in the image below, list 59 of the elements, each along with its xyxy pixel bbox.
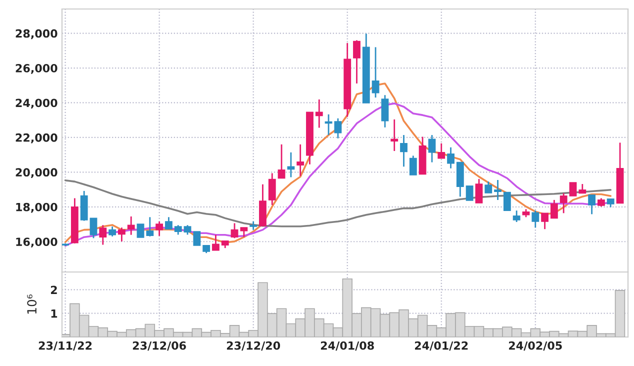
candlestick (578, 183, 586, 194)
candlestick (541, 212, 549, 230)
candlestick (99, 224, 107, 246)
candlestick (390, 118, 398, 152)
y-tick-label: 1 (51, 309, 58, 318)
candlestick (560, 192, 568, 214)
candlestick (174, 224, 182, 236)
candlestick (193, 231, 201, 246)
candlestick (230, 222, 238, 239)
candlestick (212, 234, 220, 251)
candlestick (447, 146, 454, 170)
y-tick-label: 2 (50, 286, 57, 294)
candlestick (550, 199, 558, 219)
candlestick (484, 180, 492, 194)
candlestick (475, 178, 483, 204)
candlestick (287, 152, 295, 178)
candlestick (512, 210, 520, 223)
candlestick (466, 185, 474, 201)
candlestick (108, 226, 116, 238)
candlestick (588, 194, 596, 215)
candlestick (353, 40, 360, 84)
candlestick (90, 217, 98, 239)
y-tick-label: 20,000 (16, 168, 58, 178)
candlestick (146, 216, 154, 238)
candlestick (532, 210, 540, 228)
y-axis-title: 10⁶ (27, 294, 37, 314)
x-tick-label: 23/11/22 (38, 341, 92, 351)
x-tick-label: 23/12/20 (226, 341, 280, 351)
x-tick-label: 24/02/05 (509, 341, 562, 351)
candlestick (381, 94, 389, 128)
line-series (64, 179, 612, 228)
y-tick-label: 24,000 (16, 98, 58, 109)
y-tick-label: 18,000 (16, 202, 58, 213)
x-tick-label: 23/12/06 (132, 341, 186, 351)
candlestick (400, 134, 408, 168)
candlestick (268, 172, 276, 206)
x-tick-label: 24/01/22 (414, 341, 468, 351)
candlestick (127, 216, 135, 236)
candlestick (118, 226, 126, 242)
y-tick-label: 26,000 (16, 64, 58, 74)
candlestick (240, 226, 248, 238)
candlestick (184, 224, 192, 236)
candlestick (372, 46, 380, 98)
candlestick (278, 144, 286, 179)
candlestick (428, 134, 436, 163)
candlestick (296, 144, 304, 177)
candlestick (156, 220, 164, 237)
y-tick-label: 28,000 (16, 29, 58, 40)
candlestick (569, 182, 577, 196)
candlestick (315, 98, 323, 128)
candlestick (165, 216, 172, 230)
candlestick (494, 179, 502, 201)
candlestick (503, 192, 511, 211)
y-tick-label: 16,000 (16, 238, 58, 248)
y-tick-label: 22,000 (16, 133, 58, 144)
candlestick (438, 142, 446, 159)
candlestick (409, 154, 417, 176)
x-tick-label: 24/01/08 (320, 341, 374, 351)
candlestick (136, 224, 144, 238)
